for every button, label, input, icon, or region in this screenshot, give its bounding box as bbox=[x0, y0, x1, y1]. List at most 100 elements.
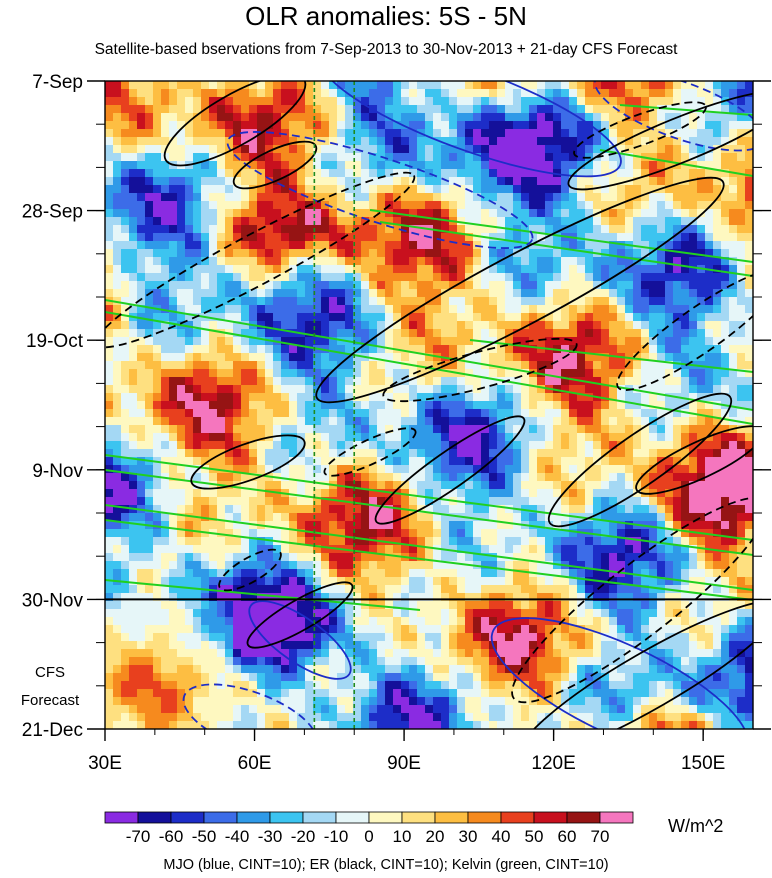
heatmap-cell bbox=[449, 377, 458, 386]
heatmap-cell bbox=[481, 121, 490, 130]
heatmap-cell bbox=[577, 457, 586, 466]
heatmap-cell bbox=[177, 481, 186, 490]
heatmap-cell bbox=[385, 497, 394, 506]
heatmap-cell bbox=[545, 217, 554, 226]
heatmap-cell bbox=[721, 433, 730, 442]
heatmap-cell bbox=[585, 145, 594, 154]
heatmap-cell bbox=[385, 481, 394, 490]
heatmap-cell bbox=[729, 129, 738, 138]
heatmap-cell bbox=[481, 129, 490, 138]
heatmap-cell bbox=[177, 193, 186, 202]
heatmap-cell bbox=[377, 489, 386, 498]
heatmap-cell bbox=[313, 545, 322, 554]
heatmap-cell bbox=[185, 561, 194, 570]
heatmap-cell bbox=[577, 225, 586, 234]
heatmap-cell bbox=[713, 249, 722, 258]
heatmap-cell bbox=[233, 481, 242, 490]
heatmap-cell bbox=[577, 153, 586, 162]
heatmap-cell bbox=[481, 353, 490, 362]
heatmap-cell bbox=[265, 497, 274, 506]
heatmap-cell bbox=[441, 481, 450, 490]
heatmap-cell bbox=[569, 249, 578, 258]
heatmap-cell bbox=[457, 425, 466, 434]
heatmap-cell bbox=[673, 513, 682, 522]
heatmap-cell bbox=[169, 497, 178, 506]
heatmap-cell bbox=[129, 473, 138, 482]
heatmap-cell bbox=[193, 401, 202, 410]
heatmap-cell bbox=[225, 513, 234, 522]
heatmap-cell bbox=[161, 369, 170, 378]
heatmap-cell bbox=[569, 449, 578, 458]
heatmap-cell bbox=[569, 305, 578, 314]
heatmap-cell bbox=[465, 89, 474, 98]
heatmap-cell bbox=[561, 121, 570, 130]
heatmap-cell bbox=[417, 81, 426, 90]
heatmap-cell bbox=[313, 201, 322, 210]
heatmap-cell bbox=[161, 529, 170, 538]
heatmap-cell bbox=[105, 113, 114, 122]
heatmap-cell bbox=[177, 313, 186, 322]
heatmap-cell bbox=[217, 177, 226, 186]
heatmap-cell bbox=[345, 569, 354, 578]
heatmap-cell bbox=[569, 137, 578, 146]
heatmap-cell bbox=[529, 217, 538, 226]
heatmap-cell bbox=[417, 249, 426, 258]
heatmap-cell bbox=[625, 249, 634, 258]
heatmap-cell bbox=[649, 209, 658, 218]
heatmap-cell bbox=[185, 153, 194, 162]
heatmap-cell bbox=[593, 137, 602, 146]
heatmap-cell bbox=[281, 209, 290, 218]
heatmap-cell bbox=[217, 89, 226, 98]
heatmap-cell bbox=[409, 441, 418, 450]
heatmap-cell bbox=[353, 241, 362, 250]
heatmap-cell bbox=[361, 169, 370, 178]
heatmap-cell bbox=[233, 497, 242, 506]
heatmap-cell bbox=[673, 537, 682, 546]
heatmap-cell bbox=[665, 121, 674, 130]
heatmap-cell bbox=[505, 265, 514, 274]
heatmap-cell bbox=[297, 481, 306, 490]
heatmap-cell bbox=[665, 345, 674, 354]
heatmap-cell bbox=[153, 385, 162, 394]
heatmap-cell bbox=[353, 497, 362, 506]
heatmap-cell bbox=[409, 313, 418, 322]
heatmap-cell bbox=[305, 393, 314, 402]
heatmap-cell bbox=[681, 377, 690, 386]
heatmap-cell bbox=[641, 209, 650, 218]
heatmap-cell bbox=[721, 561, 730, 570]
heatmap-cell bbox=[649, 193, 658, 202]
heatmap-cell bbox=[161, 545, 170, 554]
heatmap-cell bbox=[737, 465, 746, 474]
heatmap-cell bbox=[553, 113, 562, 122]
heatmap-cell bbox=[337, 225, 346, 234]
heatmap-cell bbox=[185, 177, 194, 186]
heatmap-cell bbox=[537, 513, 546, 522]
heatmap-cell bbox=[401, 105, 410, 114]
heatmap-cell bbox=[305, 497, 314, 506]
heatmap-cell bbox=[169, 177, 178, 186]
heatmap-cell bbox=[273, 361, 282, 370]
heatmap-cell bbox=[737, 201, 746, 210]
heatmap-cell bbox=[505, 193, 514, 202]
heatmap-cell bbox=[393, 177, 402, 186]
heatmap-cell bbox=[393, 465, 402, 474]
heatmap-cell bbox=[393, 497, 402, 506]
heatmap-cell bbox=[113, 321, 122, 330]
heatmap-cell bbox=[585, 457, 594, 466]
heatmap-cell bbox=[257, 241, 266, 250]
heatmap-cell bbox=[217, 425, 226, 434]
heatmap-cell bbox=[345, 161, 354, 170]
heatmap-cell bbox=[369, 401, 378, 410]
heatmap-cell bbox=[505, 129, 514, 138]
heatmap-cell bbox=[473, 329, 482, 338]
heatmap-cell bbox=[481, 193, 490, 202]
heatmap-cell bbox=[537, 113, 546, 122]
heatmap-cell bbox=[425, 417, 434, 426]
heatmap-cell bbox=[409, 329, 418, 338]
heatmap-cell bbox=[305, 169, 314, 178]
heatmap-cell bbox=[457, 561, 466, 570]
heatmap-cell bbox=[401, 417, 410, 426]
heatmap-cell bbox=[345, 361, 354, 370]
heatmap-cell bbox=[233, 377, 242, 386]
heatmap-cell bbox=[489, 161, 498, 170]
